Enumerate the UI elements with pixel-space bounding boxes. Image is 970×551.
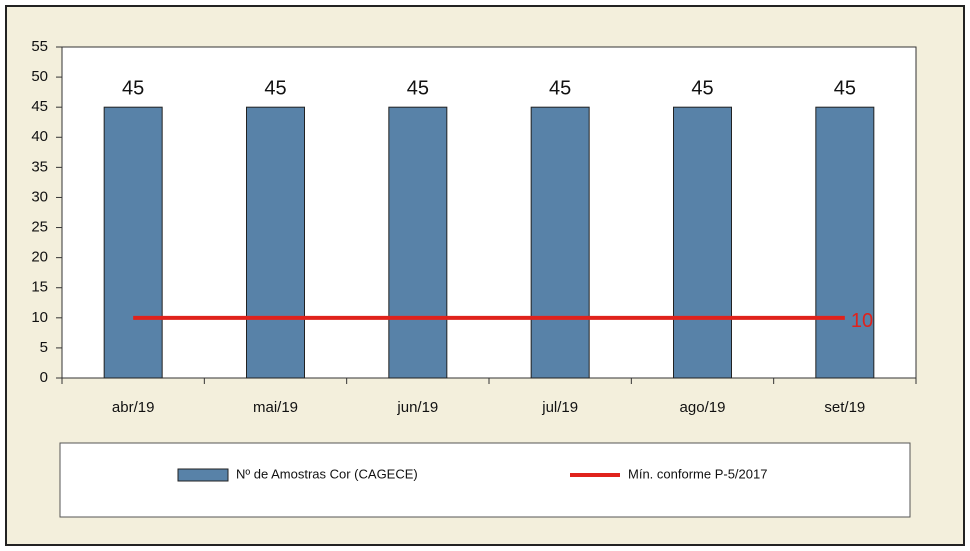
bar [530, 106, 590, 379]
x-tick-label: mai/19 [253, 399, 298, 416]
plot-area [61, 46, 917, 379]
x-tick-label: abr/19 [112, 399, 155, 416]
y-tick-label: 10 [31, 309, 48, 326]
x-tick-label: jun/19 [396, 399, 438, 416]
y-tick-label: 15 [31, 279, 48, 296]
bar [246, 106, 305, 379]
y-tick-label: 20 [31, 249, 48, 266]
legend-swatch [177, 468, 229, 482]
y-tick-label: 45 [31, 98, 48, 115]
legend-label: Mín. conforme P-5/2017 [628, 466, 767, 481]
data-label: 45 [549, 77, 571, 99]
y-tick-label: 0 [40, 369, 48, 386]
y-tick-label: 30 [31, 188, 48, 205]
x-tick-label: jul/19 [541, 399, 578, 416]
data-label: 45 [407, 77, 429, 99]
x-tick-label: ago/19 [680, 399, 726, 416]
data-label: 10 [851, 310, 873, 332]
bar [103, 106, 163, 379]
x-tick-label: set/19 [824, 399, 865, 416]
legend-label: Nº de Amostras Cor (CAGECE) [236, 466, 418, 481]
y-tick-label: 25 [31, 219, 48, 236]
data-label: 45 [122, 77, 144, 99]
data-label: 45 [834, 77, 856, 99]
y-tick-label: 5 [40, 339, 48, 356]
bar [388, 106, 448, 379]
data-label: 45 [691, 77, 713, 99]
bar [673, 106, 732, 379]
bar [815, 106, 875, 379]
y-tick-label: 40 [31, 128, 48, 145]
y-tick-label: 35 [31, 158, 48, 175]
y-tick-label: 55 [31, 38, 48, 55]
y-tick-label: 50 [31, 68, 48, 85]
data-label: 45 [264, 77, 286, 99]
